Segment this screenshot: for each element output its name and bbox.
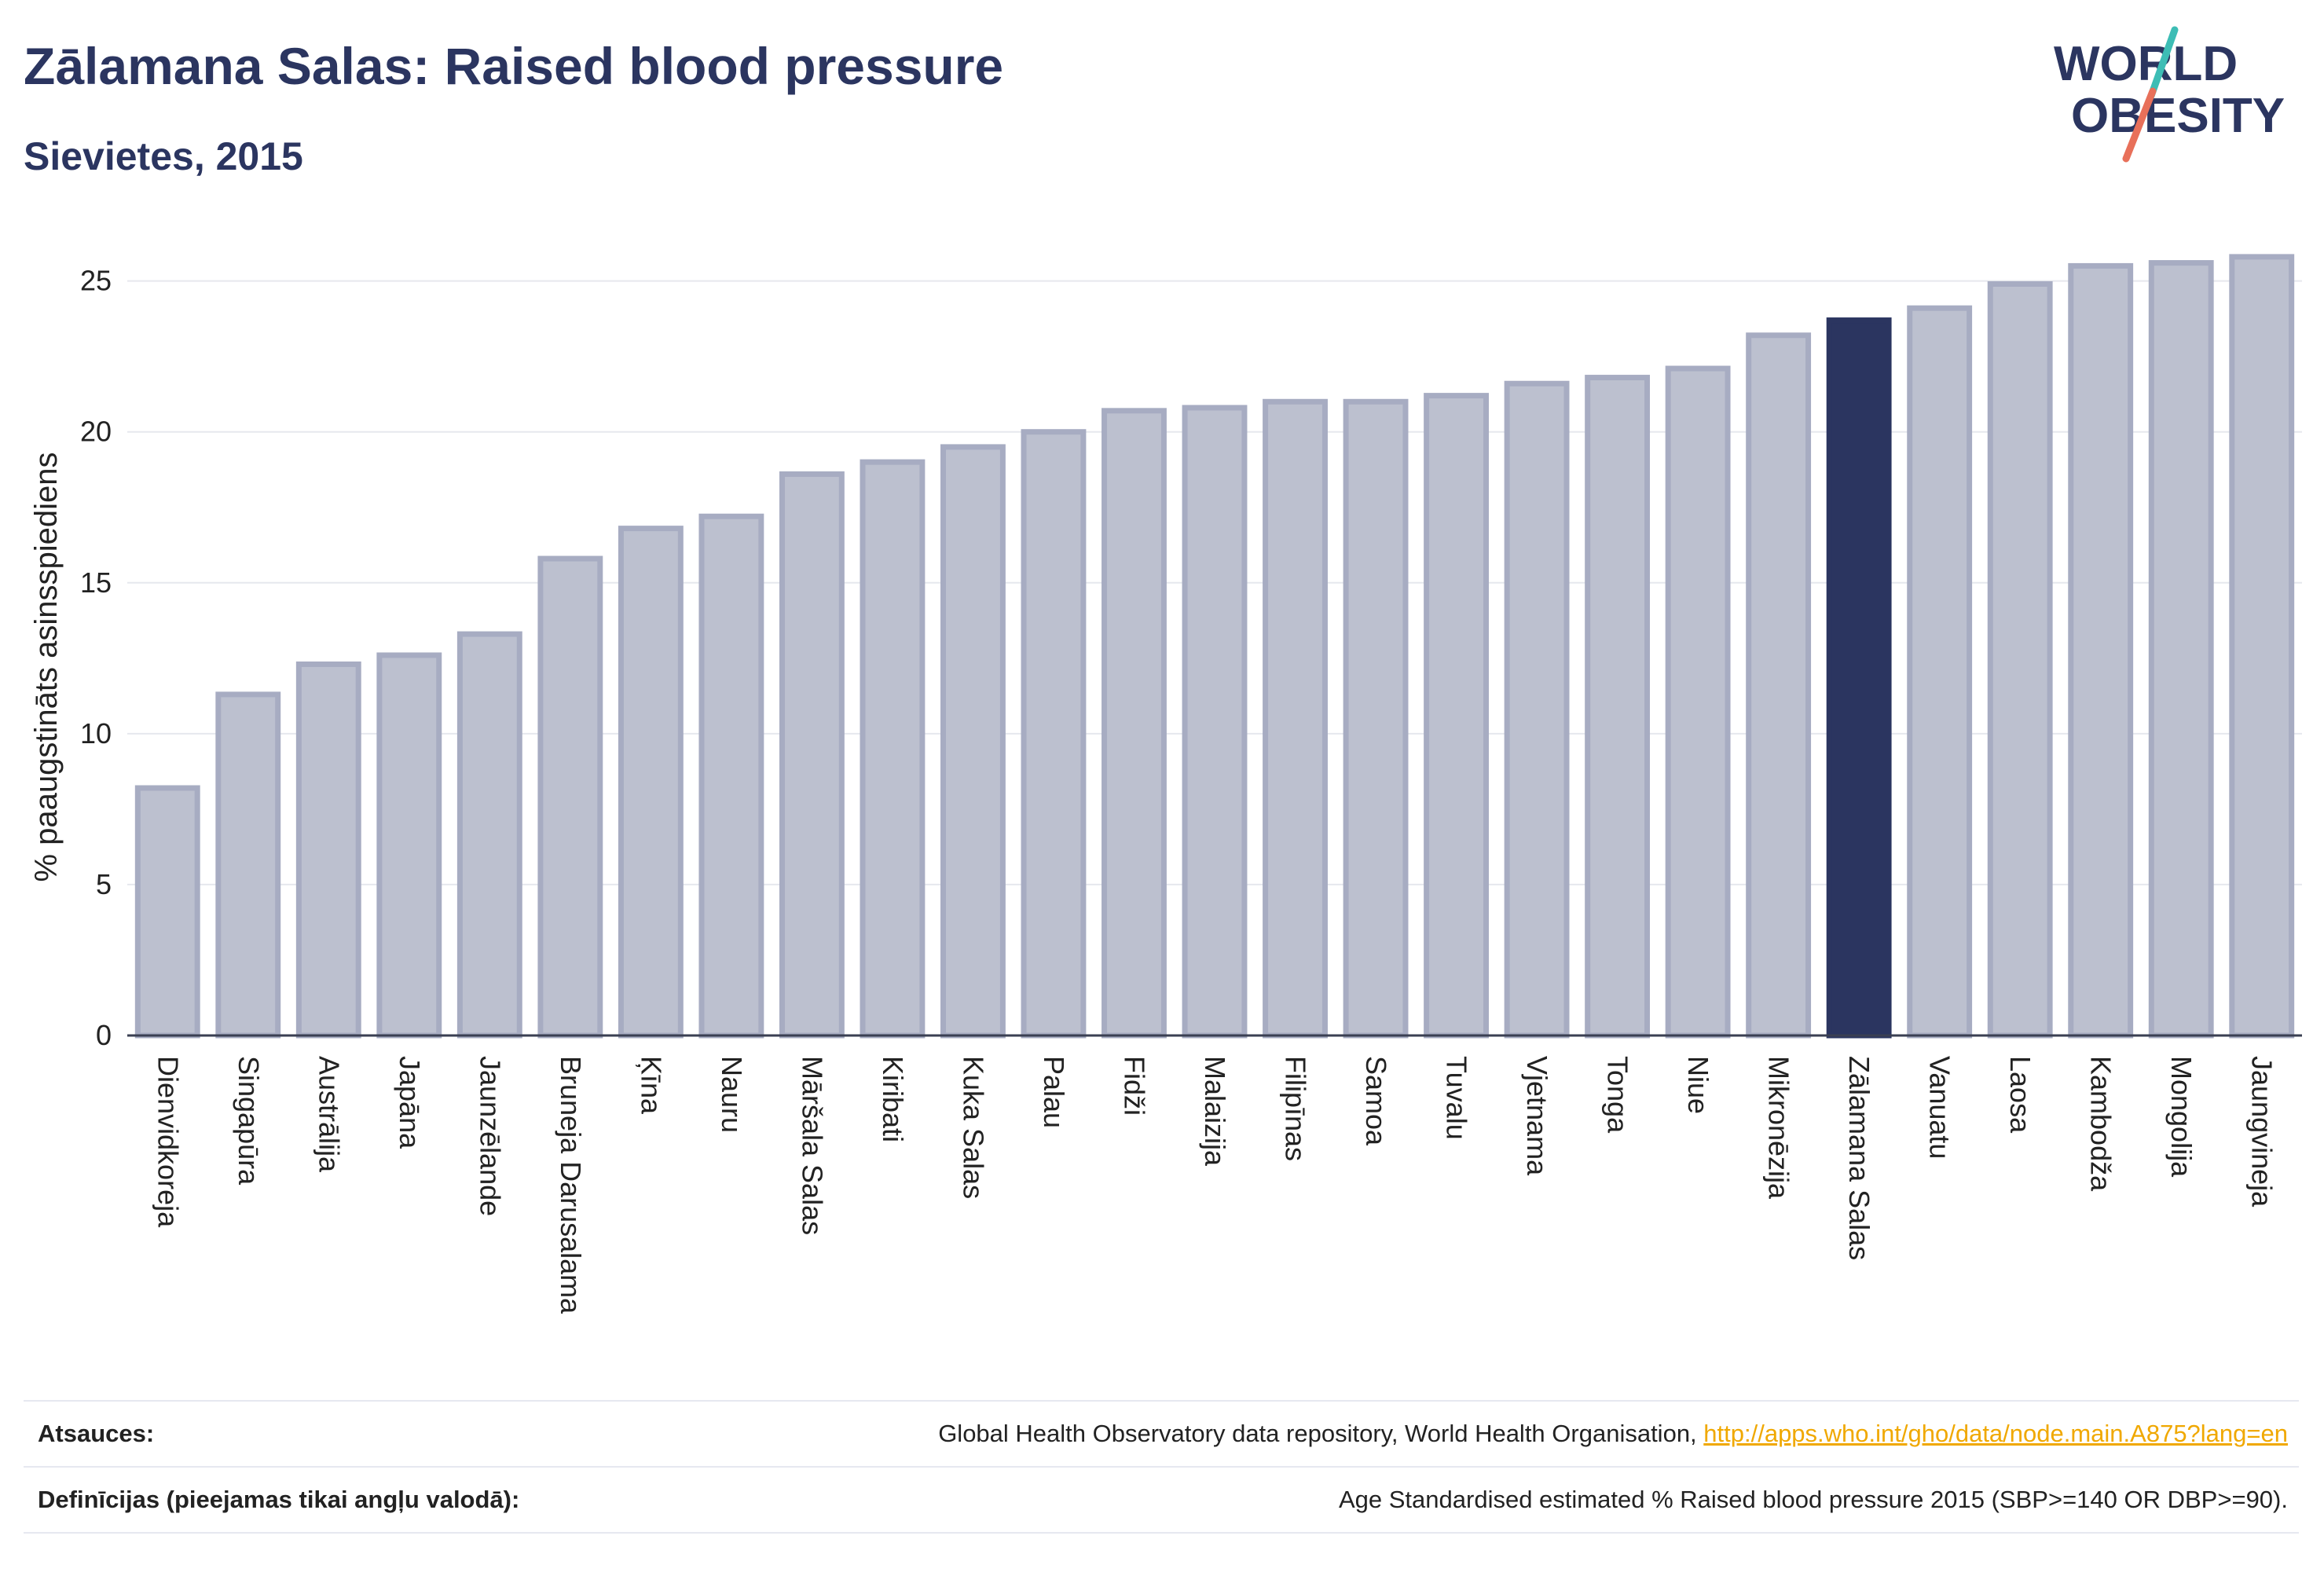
- bar-filipīnas: [1263, 398, 1328, 1039]
- bar-palau: [1021, 429, 1087, 1039]
- x-tick-label: Malaizija: [1199, 1056, 1231, 1167]
- bar-malaizija: [1182, 405, 1248, 1039]
- definitions-label: Definīcijas (pieejamas tikai angļu valod…: [38, 1486, 520, 1513]
- logo-slash-coral: [2122, 87, 2157, 163]
- x-tick-label: Filipīnas: [1280, 1056, 1312, 1161]
- x-tick-label: Kambodža: [2085, 1056, 2117, 1192]
- x-tick-label: Fidži: [1118, 1056, 1150, 1116]
- bar-nauru: [698, 513, 764, 1039]
- bar-mongolija: [2148, 260, 2214, 1039]
- y-tick-label: 20: [80, 416, 112, 448]
- bar-fidži: [1102, 408, 1167, 1039]
- x-tick-label: Dienvidkoreja: [152, 1056, 184, 1228]
- x-tick-label: Bruneja Darusalama: [555, 1056, 587, 1314]
- bars: [134, 254, 2295, 1039]
- x-tick-label: Samoa: [1360, 1056, 1392, 1146]
- bar-jaunzēlande: [456, 631, 522, 1039]
- x-tick-label: Laosa: [2004, 1056, 2036, 1134]
- x-tick-label: Jaunzēlande: [474, 1056, 506, 1216]
- sources-text: Global Health Observatory data repositor…: [938, 1420, 1704, 1447]
- bar-zālamana-salas: [1826, 317, 1892, 1039]
- x-tick-label: Vanuatu: [1924, 1056, 1956, 1159]
- logo-word-world: WORLD: [2054, 37, 2238, 91]
- bar-māršala-salas: [779, 471, 845, 1039]
- sources-value: Global Health Observatory data repositor…: [938, 1420, 2299, 1448]
- x-tick-label: Nauru: [716, 1056, 748, 1133]
- x-tick-label: Austrālija: [313, 1056, 345, 1173]
- y-tick-label: 0: [96, 1019, 112, 1051]
- bar-samoa: [1343, 398, 1409, 1039]
- definitions-text: Age Standardised estimated % Raised bloo…: [1338, 1486, 2288, 1513]
- y-axis-label: % paaugstināts asinsspiediens: [29, 452, 64, 881]
- bar-tonga: [1585, 375, 1651, 1039]
- footer: Atsauces: Global Health Observatory data…: [24, 1400, 2299, 1534]
- x-tick-label: Niue: [1682, 1056, 1714, 1114]
- x-tick-label: Tonga: [1602, 1056, 1634, 1134]
- bar-mikronēzija: [1746, 332, 1812, 1039]
- x-tick-label: Kiribati: [877, 1056, 909, 1142]
- y-tick-label: 10: [80, 717, 112, 750]
- bar-austrālija: [295, 661, 361, 1039]
- bar-chart: 0 5 10 15 20 25 Dienvidkoreja Singapūra Austrāl…: [29, 254, 2302, 1314]
- bar-tuvalu: [1424, 393, 1489, 1039]
- x-tick-label: Kuka Salas: [957, 1056, 989, 1199]
- x-tick-label: Ķīna: [635, 1056, 667, 1115]
- bar-ķīna: [618, 526, 684, 1039]
- sources-link[interactable]: http://apps.who.int/gho/data/node.main.A…: [1703, 1420, 2288, 1447]
- bar-jaungvineja: [2229, 254, 2295, 1039]
- y-tick-label: 5: [96, 868, 112, 900]
- x-tick-label: Māršala Salas: [796, 1056, 828, 1235]
- bar-kiribati: [860, 459, 926, 1039]
- sources-label: Atsauces:: [38, 1420, 155, 1447]
- bar-niue: [1665, 365, 1731, 1039]
- x-tick-label: Japāna: [394, 1056, 426, 1149]
- x-tick-label: Vjetnama: [1521, 1056, 1553, 1176]
- y-tick-label: 25: [80, 265, 112, 297]
- bar-bruneja-darusalama: [537, 555, 603, 1039]
- x-tick-labels: Dienvidkoreja Singapūra Austrālija Japāna Ja…: [152, 1056, 2278, 1314]
- x-tick-label: Mongolija: [2165, 1056, 2198, 1178]
- world-obesity-logo: WORLD OBESITY: [2054, 26, 2285, 163]
- x-tick-label: Jaungvineja: [2246, 1056, 2278, 1208]
- bar-japāna: [376, 652, 442, 1039]
- logo-word-obesity: OBESITY: [2071, 89, 2285, 143]
- y-tick-label: 15: [80, 566, 112, 599]
- x-tick-label: Singapūra: [233, 1056, 265, 1186]
- bar-kuka-salas: [940, 444, 1006, 1039]
- bar-vjetnama: [1504, 380, 1570, 1039]
- bar-vanuatu: [1907, 305, 1973, 1039]
- definitions-row: Definīcijas (pieejamas tikai angļu valod…: [24, 1466, 2299, 1534]
- logo-slash-teal: [2147, 26, 2179, 100]
- chart-title: Zālamana Salas: Raised blood pressure: [24, 37, 1004, 95]
- chart-subtitle: Sievietes, 2015: [24, 134, 303, 178]
- x-tick-label: Zālamana Salas: [1843, 1056, 1875, 1260]
- bar-dienvidkoreja: [134, 785, 200, 1039]
- x-tick-label: Mikronēzija: [1763, 1056, 1795, 1200]
- sources-row: Atsauces: Global Health Observatory data…: [24, 1400, 2299, 1466]
- x-tick-label: Tuvalu: [1441, 1056, 1473, 1140]
- bar-kambodža: [2068, 262, 2134, 1039]
- bar-laosa: [1987, 280, 2053, 1039]
- x-tick-label: Palau: [1038, 1056, 1070, 1128]
- bar-singapūra: [215, 691, 281, 1039]
